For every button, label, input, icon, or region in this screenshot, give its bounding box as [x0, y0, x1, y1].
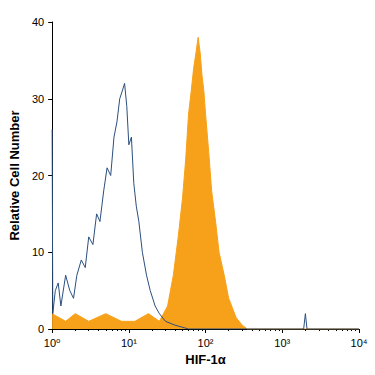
- svg-text:HIF-1α: HIF-1α: [185, 352, 226, 367]
- svg-text:10³: 10³: [274, 337, 290, 349]
- svg-text:10⁴: 10⁴: [351, 337, 368, 349]
- svg-text:40: 40: [32, 16, 44, 28]
- svg-text:30: 30: [32, 93, 44, 105]
- svg-text:Relative Cell Number: Relative Cell Number: [7, 110, 22, 240]
- svg-text:10: 10: [32, 246, 44, 258]
- svg-text:10¹: 10¹: [121, 337, 137, 349]
- svg-text:0: 0: [38, 323, 44, 335]
- svg-text:10²: 10²: [198, 337, 214, 349]
- svg-text:10⁰: 10⁰: [44, 337, 61, 349]
- svg-text:20: 20: [32, 170, 44, 182]
